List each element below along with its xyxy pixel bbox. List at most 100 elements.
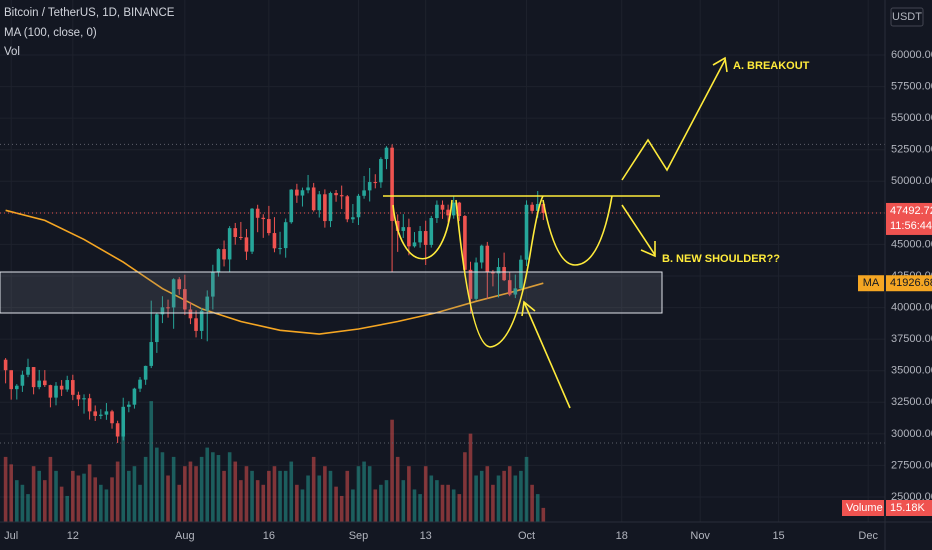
volume-bar — [250, 470, 254, 522]
volume-bar — [541, 507, 546, 522]
volume-bar — [48, 456, 53, 522]
volume-bar — [54, 470, 58, 522]
volume-bar — [194, 466, 198, 522]
volume-value: 15.18K — [890, 502, 926, 514]
annotation: A. BREAKOUT — [733, 60, 810, 72]
candle-body — [367, 182, 372, 191]
candle-body — [205, 296, 210, 311]
volume-bar — [127, 470, 131, 522]
candle-body — [300, 190, 305, 196]
y-tick-label: 45000.00 — [891, 238, 932, 250]
volume-bar — [401, 480, 406, 522]
candle-body — [468, 269, 473, 299]
x-tick-label: Oct — [518, 530, 535, 542]
y-tick-label: 50000.00 — [891, 175, 932, 187]
x-tick-label: 18 — [616, 530, 628, 542]
last-price: 47492.72 — [890, 205, 932, 217]
volume-bar — [188, 461, 193, 522]
x-tick-label: 13 — [420, 530, 432, 542]
ma-line — [5, 209, 544, 335]
candle-body — [362, 190, 366, 196]
volume-bar — [87, 464, 92, 522]
x-tick-label: Nov — [690, 530, 710, 542]
volume-bar — [227, 452, 232, 522]
volume-bar — [222, 470, 226, 522]
candle-body — [188, 309, 193, 319]
volume-bar — [311, 456, 316, 522]
volume-bar — [479, 470, 484, 522]
volume-bar — [65, 495, 70, 522]
candle-body — [401, 227, 406, 231]
volume-bar — [177, 484, 182, 522]
left-shoulder — [392, 199, 453, 260]
candle-body — [295, 189, 299, 196]
volume-bar — [519, 470, 523, 522]
volume-bar — [59, 486, 64, 522]
currency-box[interactable] — [890, 7, 924, 27]
volume-bar — [345, 470, 350, 522]
volume-bar — [166, 475, 170, 522]
candle-body — [356, 195, 361, 218]
volume-bar — [199, 456, 204, 522]
volume-bar — [535, 494, 540, 522]
candle-body — [166, 307, 170, 309]
candle-body — [233, 228, 238, 237]
candle-body — [43, 380, 47, 386]
volume-label-box — [842, 500, 884, 516]
candle-body — [183, 289, 187, 310]
volume-value-box — [886, 500, 932, 516]
candle-body — [373, 182, 378, 184]
candle-body — [351, 217, 355, 220]
ma-value: 41926.68 — [890, 277, 932, 289]
volume-bar — [255, 480, 260, 522]
candle-body — [474, 262, 478, 299]
volume-bar — [20, 484, 25, 522]
ma-label: MA — [863, 277, 880, 289]
candle-body — [451, 202, 456, 216]
candle-body — [20, 374, 25, 386]
candle-body — [283, 222, 288, 249]
candle-body — [127, 404, 131, 407]
candle-body — [278, 248, 282, 250]
candle-body — [26, 367, 30, 375]
volume-bar — [491, 484, 495, 522]
volume-bar — [205, 447, 210, 522]
volume-bar — [423, 466, 428, 522]
volume-bar — [323, 466, 327, 522]
volume-bar — [138, 484, 142, 522]
last-price-box — [886, 202, 932, 235]
volume-bar — [132, 466, 137, 522]
candle-body — [418, 231, 422, 243]
volume-bar — [451, 489, 456, 522]
candle-body — [149, 342, 154, 366]
volume-bar — [155, 447, 159, 522]
candle-body — [54, 385, 58, 398]
candle-body — [334, 193, 338, 196]
volume-bar — [502, 470, 506, 522]
volume-bar — [233, 461, 238, 522]
candle-body — [507, 280, 512, 295]
arrow-head — [521, 300, 536, 317]
currency[interactable]: USDT — [892, 11, 922, 23]
x-tick-label: 16 — [263, 530, 275, 542]
volume-bar — [289, 461, 294, 522]
volume-bar — [468, 433, 473, 522]
volume-bar — [261, 484, 266, 522]
volume-bar — [244, 466, 249, 522]
volume-bar — [110, 477, 114, 522]
x-tick-label: 12 — [67, 530, 79, 542]
candle-body — [171, 279, 176, 308]
y-tick-label: 60000.00 — [891, 49, 932, 61]
candle-body — [306, 187, 310, 191]
volume-bar — [149, 401, 154, 522]
volume-bar — [278, 470, 282, 522]
shoulder-arrow — [621, 204, 656, 256]
candle-body — [379, 159, 383, 183]
candle-body — [524, 204, 529, 260]
candle-body — [160, 307, 165, 315]
y-tick-label: 55000.00 — [891, 112, 932, 124]
volume-bar — [31, 466, 36, 522]
candle-body — [317, 194, 322, 211]
candle-body — [59, 385, 64, 390]
